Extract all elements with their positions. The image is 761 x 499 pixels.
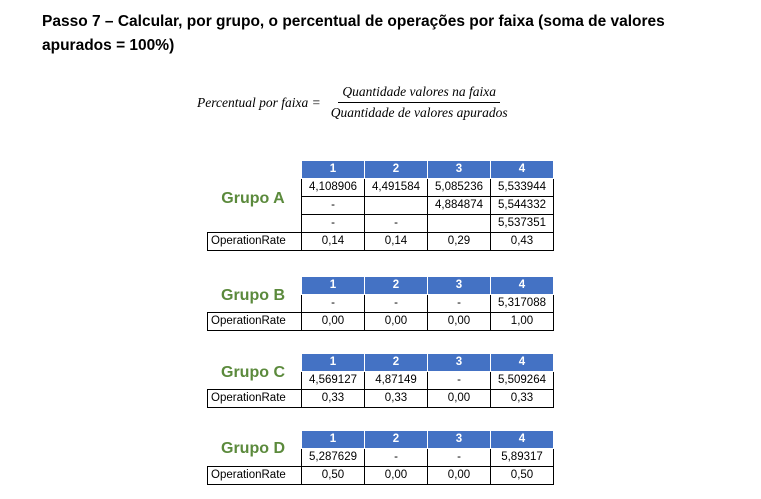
rate-cell: 0,33	[490, 389, 554, 408]
table-row: - - 5,537351	[208, 214, 554, 233]
group-b-table: 1 2 3 4 - - - 5,317088 OperationRate 0,0…	[207, 276, 554, 331]
value-cell: 5,544332	[490, 196, 554, 215]
rate-row: OperationRate 0,14 0,14 0,29 0,43	[207, 232, 554, 251]
formula-lhs: Percentual por faixa =	[197, 94, 321, 110]
value-cell: 5,317088	[490, 294, 554, 313]
value-cell: -	[427, 294, 491, 313]
rate-cell: 0,29	[427, 232, 491, 251]
group-d-table: 1 2 3 4 5,287629 - - 5,89317 OperationRa…	[207, 430, 554, 485]
table-row: 5,287629 - - 5,89317	[208, 448, 554, 467]
rate-cell: 0,50	[301, 466, 365, 485]
rate-cell: 0,00	[364, 312, 428, 331]
rate-cell: 0,00	[364, 466, 428, 485]
value-cell: 4,569127	[301, 371, 365, 390]
value-cell	[427, 214, 491, 233]
header-cell: 3	[427, 160, 491, 179]
group-c-label: Grupo C	[221, 364, 285, 381]
header-cell: 1	[301, 353, 365, 372]
header-cell: 4	[490, 160, 554, 179]
value-cell: 4,108906	[301, 178, 365, 197]
table-row: - - - 5,317088	[208, 294, 554, 313]
header-cell: 3	[427, 430, 491, 449]
rate-cell: 0,33	[301, 389, 365, 408]
table-row: 4,108906 4,491584 5,085236 5,533944	[208, 178, 554, 197]
value-cell: -	[364, 448, 428, 467]
value-cell: 5,537351	[490, 214, 554, 233]
value-cell	[364, 196, 428, 215]
rate-cell: 0,50	[490, 466, 554, 485]
rate-cell: 0,00	[427, 389, 491, 408]
group-a-label: Grupo A	[221, 190, 285, 207]
page-title: Passo 7 – Calcular, por grupo, o percent…	[42, 13, 665, 54]
header-cell: 3	[427, 353, 491, 372]
group-d-label: Grupo D	[221, 440, 285, 457]
value-cell: 4,491584	[364, 178, 428, 197]
header-cell: 3	[427, 276, 491, 295]
rate-cell: 0,00	[427, 312, 491, 331]
formula: Percentual por faixa = Quantidade valore…	[197, 84, 512, 121]
rate-label: OperationRate	[207, 466, 302, 485]
rate-cell: 0,33	[364, 389, 428, 408]
value-cell: 5,533944	[490, 178, 554, 197]
header-cell: 2	[364, 430, 428, 449]
rate-cell: 0,00	[301, 312, 365, 331]
header-cell: 1	[301, 430, 365, 449]
rate-cell: 0,00	[427, 466, 491, 485]
table-header-row: 1 2 3 4	[208, 276, 554, 295]
table-header-row: 1 2 3 4	[208, 160, 554, 179]
rate-row: OperationRate 0,33 0,33 0,00 0,33	[207, 389, 554, 408]
rate-label: OperationRate	[207, 389, 302, 408]
value-cell: -	[301, 294, 365, 313]
rate-label: OperationRate	[207, 232, 302, 251]
header-cell: 4	[490, 353, 554, 372]
value-cell: 5,085236	[427, 178, 491, 197]
group-a-table: 1 2 3 4 4,108906 4,491584 5,085236 5,533…	[207, 160, 554, 251]
header-cell: 1	[301, 160, 365, 179]
group-b-label: Grupo B	[221, 287, 285, 304]
value-cell: 5,287629	[301, 448, 365, 467]
rate-cell: 0,14	[364, 232, 428, 251]
rate-cell: 0,14	[301, 232, 365, 251]
header-cell: 2	[364, 160, 428, 179]
value-cell: -	[364, 294, 428, 313]
table-header-row: 1 2 3 4	[208, 430, 554, 449]
formula-numerator: Quantidade valores na faixa	[338, 84, 500, 103]
formula-fraction: Quantidade valores na faixa Quantidade d…	[327, 84, 512, 121]
rate-label: OperationRate	[207, 312, 302, 331]
value-cell: -	[427, 448, 491, 467]
header-cell: 4	[490, 276, 554, 295]
rate-row: OperationRate 0,50 0,00 0,00 0,50	[207, 466, 554, 485]
header-cell: 1	[301, 276, 365, 295]
rate-cell: 1,00	[490, 312, 554, 331]
rate-cell: 0,43	[490, 232, 554, 251]
value-cell: 4,87149	[364, 371, 428, 390]
header-cell: 2	[364, 276, 428, 295]
value-cell: 5,509264	[490, 371, 554, 390]
header-cell: 2	[364, 353, 428, 372]
value-cell: -	[364, 214, 428, 233]
rate-row: OperationRate 0,00 0,00 0,00 1,00	[207, 312, 554, 331]
value-cell: 5,89317	[490, 448, 554, 467]
formula-denominator: Quantidade de valores apurados	[330, 105, 508, 120]
value-cell: 4,884874	[427, 196, 491, 215]
group-c-table: 1 2 3 4 4,569127 4,87149 - 5,509264 Oper…	[207, 353, 554, 408]
table-row: - 4,884874 5,544332	[208, 196, 554, 215]
value-cell: -	[301, 214, 365, 233]
table-row: 4,569127 4,87149 - 5,509264	[208, 371, 554, 390]
header-cell: 4	[490, 430, 554, 449]
table-header-row: 1 2 3 4	[208, 353, 554, 372]
value-cell: -	[301, 196, 365, 215]
value-cell: -	[427, 371, 491, 390]
